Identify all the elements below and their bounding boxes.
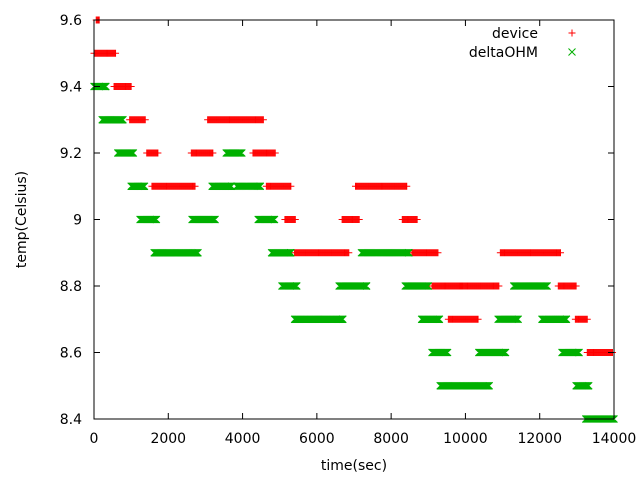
- legend: device deltaOHM: [469, 26, 576, 61]
- data-segment-device: [456, 282, 503, 290]
- data-segment-deltaOHM: [509, 282, 551, 290]
- data-segment-deltaOHM: [436, 381, 494, 390]
- y-tick-label: 8.6: [60, 346, 82, 362]
- data-segment-device: [351, 182, 411, 190]
- data-segment-deltaOHM: [232, 182, 265, 191]
- data-segment-deltaOHM: [417, 315, 444, 324]
- data-segment-device: [187, 149, 217, 157]
- data-segment-device: [571, 315, 591, 323]
- data-segment-device: [281, 216, 299, 223]
- data-segment-deltaOHM: [136, 215, 161, 224]
- data-segment-deltaOHM: [494, 315, 523, 324]
- data-segment-deltaOHM: [428, 348, 452, 357]
- series-device: [90, 16, 617, 356]
- data-segment-device: [444, 315, 482, 323]
- x-tick-label: 4000: [225, 431, 261, 447]
- data-segment-deltaOHM: [208, 182, 236, 191]
- data-segment-deltaOHM: [335, 282, 371, 290]
- legend-marker-glyph: [568, 29, 576, 37]
- data-segment-device: [398, 216, 421, 223]
- y-tick-label: 9: [73, 213, 82, 229]
- data-segment-device: [90, 49, 120, 57]
- axis-ticks: [93, 19, 615, 420]
- data-segment-device: [249, 149, 279, 157]
- series-deltaOHM: [90, 82, 618, 423]
- data-segment-device: [126, 116, 149, 124]
- data-segment-deltaOHM: [150, 248, 202, 257]
- data-segment-deltaOHM: [474, 348, 510, 357]
- data-segment-device: [291, 249, 353, 257]
- data-segment-device: [554, 282, 580, 290]
- y-tick-label: 8.8: [60, 279, 82, 295]
- x-tick-label: 2000: [150, 431, 186, 447]
- data-segment-deltaOHM: [254, 215, 279, 224]
- data-segment-device: [338, 216, 363, 223]
- x-tick-label: 0: [90, 431, 99, 447]
- data-segment-device: [262, 182, 295, 190]
- y-tick-label: 9.2: [60, 146, 82, 162]
- legend-label-device: device: [492, 26, 538, 42]
- data-segment-deltaOHM: [572, 381, 593, 390]
- data-segment-deltaOHM: [558, 348, 583, 357]
- axis-tick-labels: 0 2000 4000 6000 8000 10000 12000 14000 8.4 8.6 8.…: [60, 13, 637, 447]
- data-segment-deltaOHM: [538, 315, 571, 324]
- data-segment-deltaOHM: [113, 149, 138, 157]
- data-segment-deltaOHM: [290, 315, 347, 324]
- data-segment-deltaOHM: [222, 149, 246, 157]
- data-segment-deltaOHM: [267, 248, 295, 257]
- x-axis-label: time(sec): [321, 458, 387, 474]
- y-tick-label: 9.4: [60, 80, 82, 96]
- legend-label-deltaOHM: deltaOHM: [469, 45, 538, 61]
- legend-marker-device: [568, 29, 576, 37]
- x-tick-label: 10000: [443, 431, 488, 447]
- data-segment-deltaOHM: [188, 215, 219, 224]
- data-segment-deltaOHM: [278, 282, 301, 290]
- y-tick-label: 9.6: [60, 13, 82, 29]
- data-segment-deltaOHM: [357, 248, 413, 257]
- x-tick-label: 14000: [592, 431, 637, 447]
- x-tick-label: 6000: [299, 431, 335, 447]
- data-segment-deltaOHM: [98, 115, 127, 124]
- y-tick-label: 8.4: [60, 412, 82, 428]
- data-segment-device: [110, 83, 135, 90]
- legend-marker-glyph: [568, 48, 576, 56]
- plot-points: [90, 16, 618, 423]
- legend-marker-deltaOHM: [568, 48, 576, 56]
- data-segment-deltaOHM: [127, 182, 149, 191]
- data-segment-device: [148, 182, 199, 190]
- y-axis-label: temp(Celsius): [14, 171, 30, 268]
- data-segment-device: [204, 116, 267, 124]
- data-segment-device: [143, 149, 162, 157]
- data-segment-device: [408, 249, 442, 257]
- x-tick-label: 12000: [517, 431, 562, 447]
- data-segment-device: [496, 249, 565, 257]
- data-segment-deltaOHM: [401, 282, 433, 290]
- x-tick-label: 8000: [373, 431, 409, 447]
